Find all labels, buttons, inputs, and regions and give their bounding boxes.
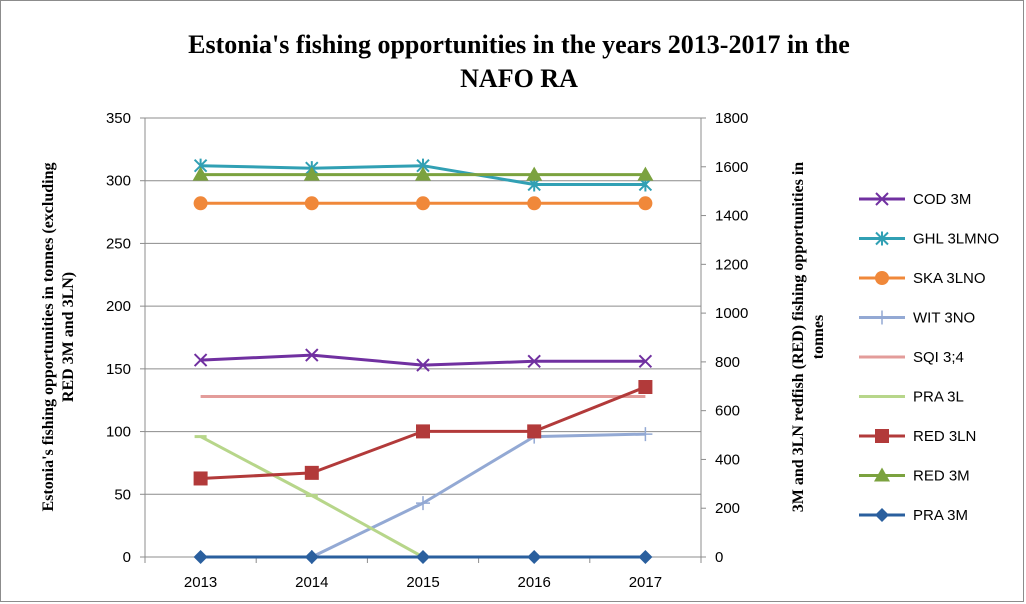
right-tick-label: 1600 xyxy=(715,159,748,176)
right-tick-label: 1800 xyxy=(715,110,748,127)
data-point xyxy=(416,496,430,511)
legend-label: SKA 3LNO xyxy=(913,270,986,287)
gridlines xyxy=(145,117,701,495)
data-point xyxy=(526,166,543,181)
x-tick-label: 2017 xyxy=(629,574,662,591)
x-tick-label: 2014 xyxy=(295,574,328,591)
legend-label: GHL 3LMNO xyxy=(913,231,999,248)
right-tick-label: 600 xyxy=(715,403,740,420)
legend-item: RED 3LN xyxy=(859,428,976,445)
legend-label: RED 3M xyxy=(913,468,970,485)
left-tick-label: 350 xyxy=(106,110,131,127)
series-lines xyxy=(192,158,654,564)
series-cod-3m xyxy=(193,348,653,372)
data-point xyxy=(416,358,430,372)
x-tick-label: 2016 xyxy=(518,574,551,591)
legend-item: PRA 3L xyxy=(859,389,964,406)
series-red-3ln xyxy=(193,380,653,486)
data-point xyxy=(193,196,208,211)
legend-marker xyxy=(875,271,889,285)
data-point xyxy=(415,166,431,181)
series-line xyxy=(311,432,646,559)
legend-marker xyxy=(874,467,890,482)
legend-item: SQI 3;4 xyxy=(859,349,964,366)
data-point xyxy=(304,196,319,211)
left-tick-label: 0 xyxy=(123,549,131,566)
legend-marker xyxy=(875,429,889,443)
data-point xyxy=(303,166,320,181)
right-tick-label: 1400 xyxy=(715,208,748,225)
data-point xyxy=(304,465,319,480)
left-tick-label: 150 xyxy=(106,361,131,378)
series-wit-3no xyxy=(304,427,653,564)
series-ska-3lno xyxy=(193,196,653,211)
data-point xyxy=(638,354,653,369)
right-tick-label: 1000 xyxy=(715,305,748,322)
series-line xyxy=(200,353,646,367)
data-point xyxy=(527,196,542,211)
left-tick-label: 200 xyxy=(106,298,131,315)
legend-item: RED 3M xyxy=(859,467,970,485)
series-pra-3m xyxy=(193,550,653,564)
legend-marker xyxy=(875,192,889,206)
data-point xyxy=(193,353,208,367)
left-axis-title-line-2: RED 3M and 3LN) xyxy=(60,272,77,402)
left-tick-label: 50 xyxy=(114,486,131,503)
left-tick-label: 100 xyxy=(106,424,131,441)
chart-title-line-2: NAFO RA xyxy=(460,64,578,93)
legend-label: RED 3LN xyxy=(913,428,976,445)
x-tick-label: 2015 xyxy=(406,574,439,591)
legend-label: PRA 3L xyxy=(913,389,964,406)
series-pra-3l xyxy=(194,435,429,559)
right-axis-title-line-2: tonnes xyxy=(810,315,827,359)
legend-marker xyxy=(875,508,889,522)
data-point xyxy=(193,471,208,486)
x-tick-label: 2013 xyxy=(184,574,217,591)
legend-item: WIT 3NO xyxy=(859,310,975,327)
left-axis-ticks: 0 50 100 150 200 250 300 350 xyxy=(106,110,145,566)
data-point xyxy=(527,354,541,369)
left-axis-title-line-1: Estonia's fishing opportunities in tonne… xyxy=(40,163,57,512)
right-axis-ticks: 0 200 400 600 800 1000 1200 1400 1600 1800 xyxy=(701,110,748,566)
right-tick-label: 200 xyxy=(715,500,740,517)
data-point xyxy=(638,196,653,211)
data-point xyxy=(416,550,430,564)
data-point xyxy=(527,424,542,439)
data-point xyxy=(304,550,319,564)
legend-item: SKA 3LNO xyxy=(859,270,986,287)
right-tick-label: 400 xyxy=(715,451,740,468)
data-point xyxy=(638,550,653,564)
chart-title-line-1: Estonia's fishing opportunities in the y… xyxy=(188,30,850,59)
right-axis-title-line-1: 3M and 3LN redfish (RED) fishing opportu… xyxy=(790,162,807,513)
right-tick-label: 0 xyxy=(715,549,723,566)
legend: COD 3M GHL 3LMNO SKA 3LNO WIT 3NO SQI 3;4 PRA… xyxy=(859,191,999,524)
right-tick-label: 800 xyxy=(715,354,740,371)
data-point xyxy=(638,380,653,395)
right-tick-label: 1200 xyxy=(715,256,748,273)
data-point xyxy=(305,348,319,362)
legend-label: COD 3M xyxy=(913,191,971,208)
data-point xyxy=(416,424,430,439)
left-tick-label: 300 xyxy=(106,173,131,190)
data-point xyxy=(527,550,542,564)
data-point xyxy=(192,166,209,181)
legend-marker xyxy=(875,310,889,325)
x-axis-ticks: 2013 2014 2015 2016 2017 xyxy=(144,557,702,591)
legend-item: GHL 3LMNO xyxy=(859,231,999,248)
data-point xyxy=(193,550,208,564)
series-red-3m xyxy=(192,166,654,181)
data-point xyxy=(637,166,654,181)
legend-label: WIT 3NO xyxy=(913,310,975,327)
legend-item: COD 3M xyxy=(859,191,971,208)
left-tick-label: 250 xyxy=(106,235,131,252)
legend-label: SQI 3;4 xyxy=(913,349,964,366)
legend-marker xyxy=(875,231,889,246)
data-point xyxy=(416,196,430,211)
legend-label: PRA 3M xyxy=(913,507,968,524)
data-point xyxy=(638,427,653,442)
legend-item: PRA 3M xyxy=(859,507,968,524)
